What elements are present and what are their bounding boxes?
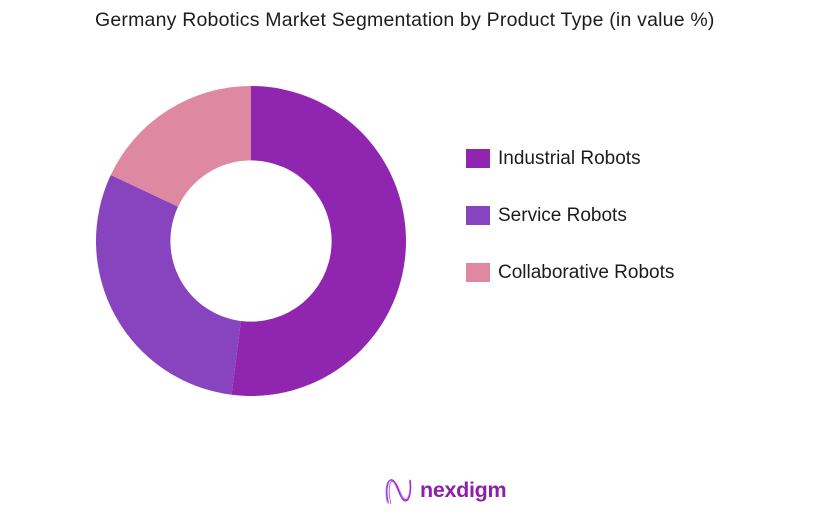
brand-logo: nexdigm [384,473,507,507]
donut-segment-service-robots [95,175,241,395]
legend: Industrial Robots Service Robots Collabo… [466,147,675,283]
legend-swatch-industrial-robots [466,149,490,168]
donut-chart-svg [95,86,406,396]
donut-segment-industrial-robots [231,86,406,396]
legend-item-service-robots: Service Robots [466,204,674,226]
legend-item-industrial-robots: Industrial Robots [466,147,674,169]
legend-item-collaborative-robots: Collaborative Robots [466,261,675,283]
legend-label: Collaborative Robots [498,261,675,283]
donut-segment-collaborative-robots [110,86,251,207]
chart-title: Germany Robotics Market Segmentation by … [95,9,715,31]
legend-swatch-collaborative-robots [466,263,490,282]
legend-label: Service Robots [498,204,627,226]
brand-name: nexdigm [420,477,507,502]
donut-chart [91,81,411,401]
legend-label: Industrial Robots [498,147,641,169]
legend-swatch-service-robots [466,206,490,225]
nexdigm-logo-icon [385,479,412,504]
